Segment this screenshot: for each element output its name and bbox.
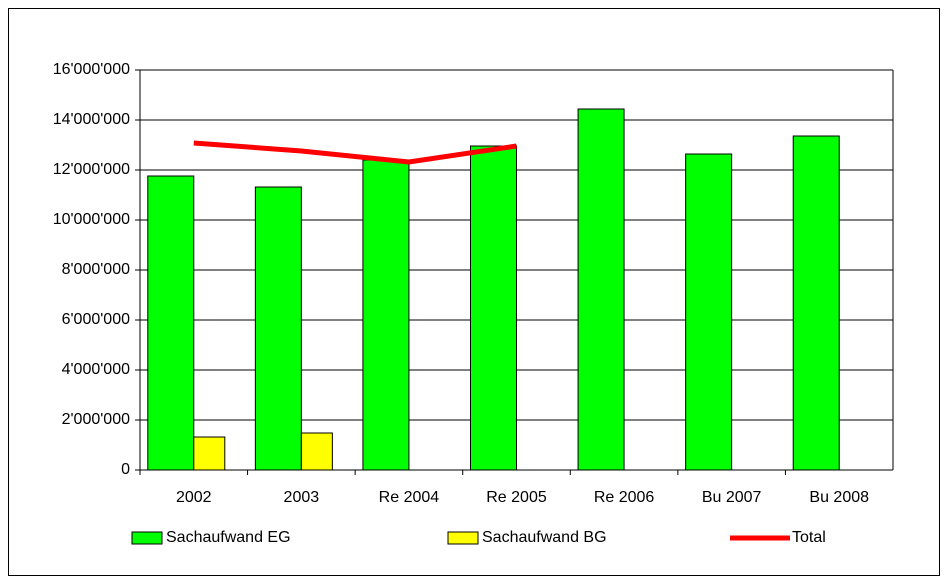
x-tick-label: Re 2006 bbox=[594, 489, 655, 506]
bar bbox=[193, 436, 226, 471]
bar bbox=[577, 108, 625, 471]
legend-label: Sachaufwand EG bbox=[166, 529, 291, 546]
y-tick-label: 4'000'000 bbox=[62, 361, 131, 378]
bar bbox=[362, 159, 410, 471]
y-tick-label: 2'000'000 bbox=[62, 411, 131, 428]
legend-swatch bbox=[131, 531, 163, 545]
bar bbox=[792, 135, 840, 471]
legend-label: Total bbox=[792, 529, 826, 546]
x-tick-label: Re 2004 bbox=[379, 489, 440, 506]
y-tick-label: 14'000'000 bbox=[53, 111, 130, 128]
y-tick-label: 12'000'000 bbox=[53, 161, 130, 178]
bar bbox=[300, 432, 333, 471]
x-tick-label: 2003 bbox=[284, 489, 320, 506]
y-tick-label: 0 bbox=[121, 461, 130, 478]
x-tick-label: Bu 2008 bbox=[809, 489, 869, 506]
y-tick-label: 16'000'000 bbox=[53, 61, 130, 78]
y-tick-label: 8'000'000 bbox=[62, 261, 131, 278]
y-tick-label: 10'000'000 bbox=[53, 211, 130, 228]
legend-label: Sachaufwand BG bbox=[482, 529, 607, 546]
bar bbox=[685, 153, 733, 471]
x-tick-label: 2002 bbox=[176, 489, 212, 506]
bar bbox=[470, 145, 517, 471]
legend-swatch bbox=[447, 531, 479, 545]
line bbox=[193, 140, 517, 165]
x-tick-label: Bu 2007 bbox=[702, 489, 762, 506]
bar bbox=[254, 186, 302, 471]
x-tick-label: Re 2005 bbox=[486, 489, 547, 506]
y-tick-label: 6'000'000 bbox=[62, 311, 131, 328]
bar bbox=[147, 175, 195, 471]
